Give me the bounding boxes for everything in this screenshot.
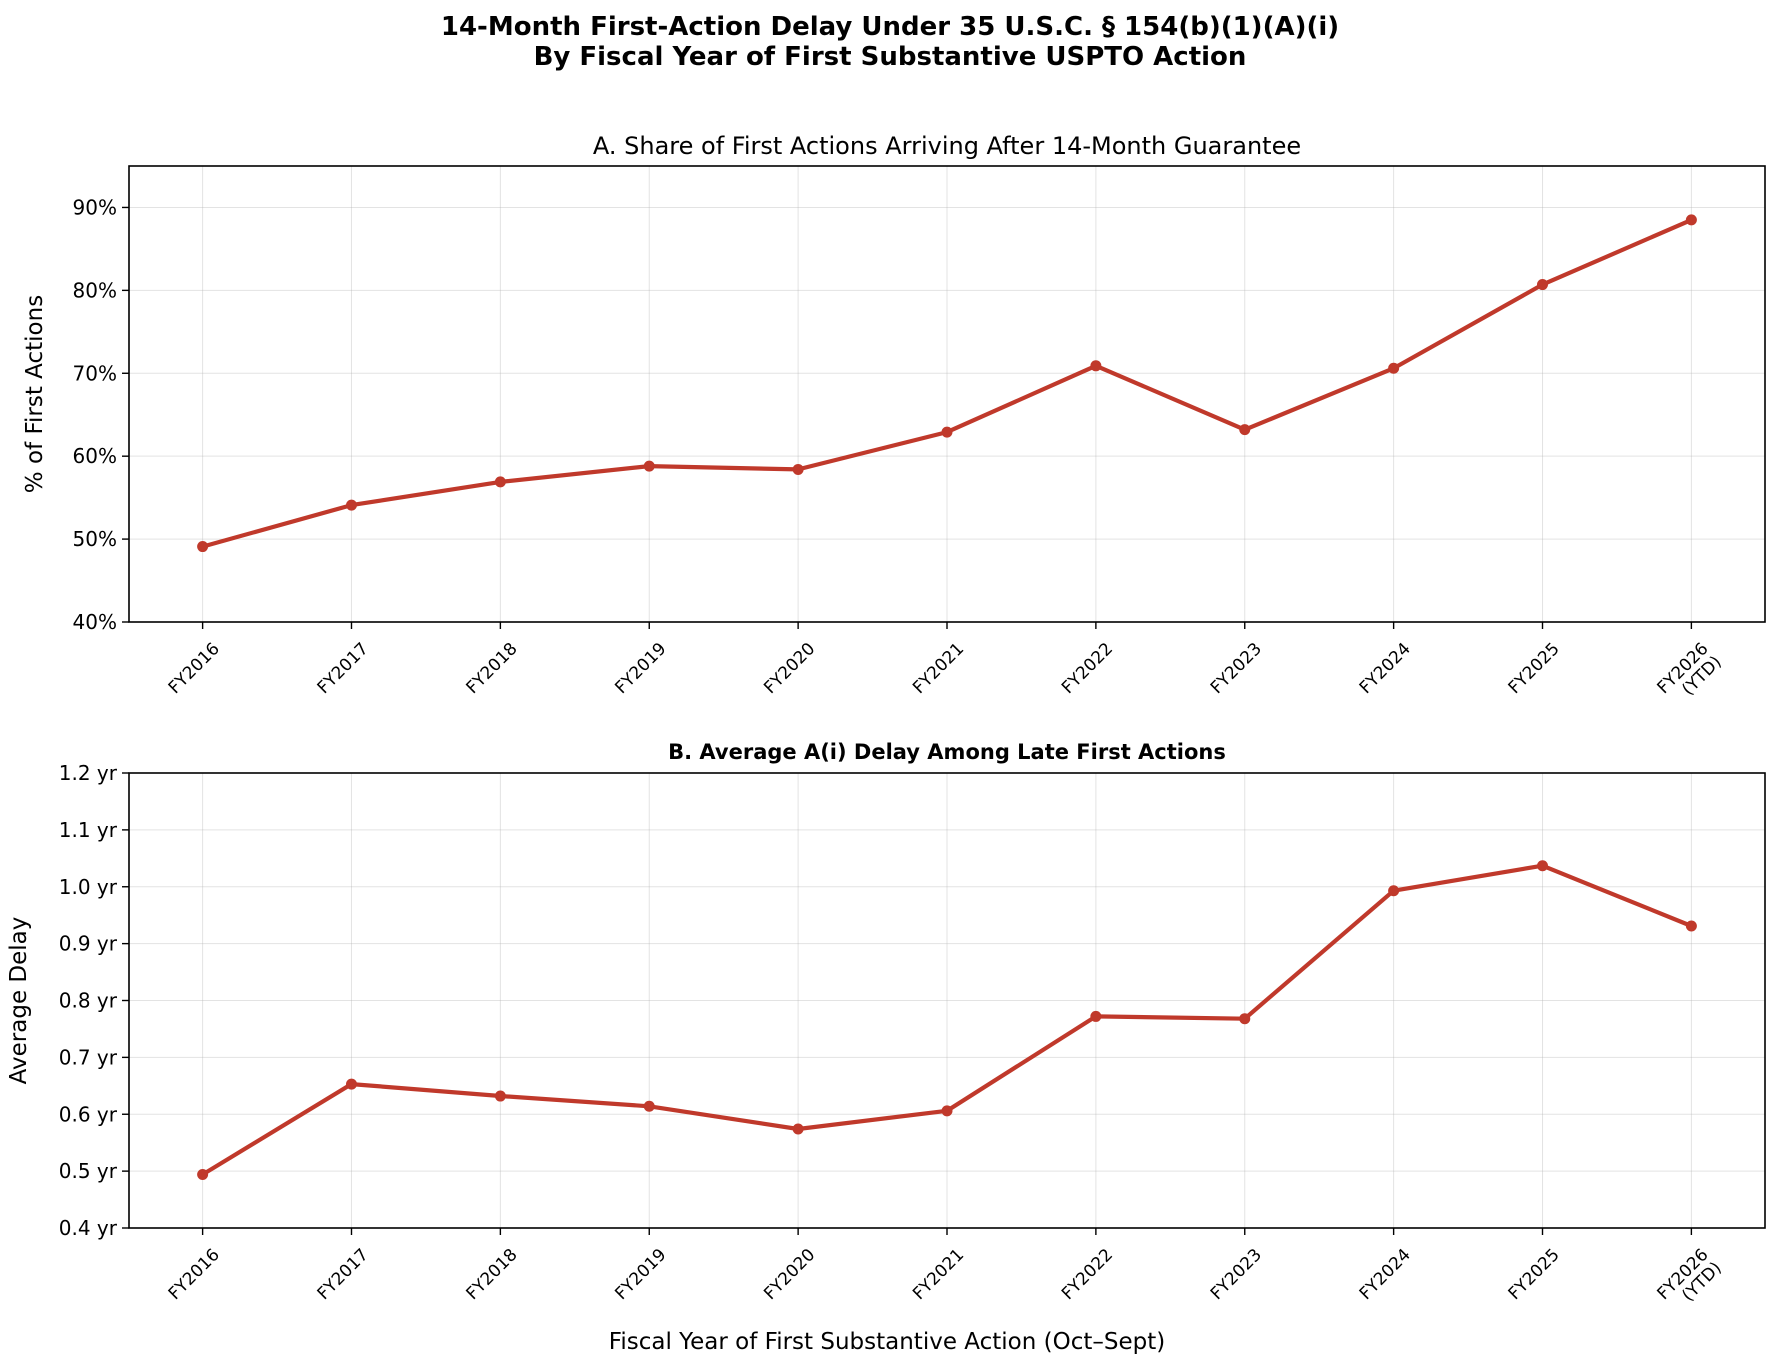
chart-a-ytick-label: 70% (73, 361, 117, 385)
chart-b-ytick-label: 1.0 yr (59, 875, 118, 899)
chart-b-ytick-label: 0.8 yr (59, 989, 118, 1013)
chart-b-point-6 (1090, 1011, 1101, 1022)
chart-a-ytick-label: 60% (73, 444, 117, 468)
chart-b-xtick-label: FY2026(YTD) (1654, 1245, 1726, 1317)
chart-b-ytick-label: 0.7 yr (59, 1045, 118, 1069)
chart-b-xtick-label: FY2016 (165, 1245, 224, 1304)
chart-b-point-7 (1239, 1013, 1250, 1024)
chart-a-xtick-label: FY2024 (1356, 639, 1415, 698)
chart-b-point-10 (1686, 920, 1697, 931)
chart-a-ytick-label: 40% (73, 610, 117, 634)
chart-a-title: A. Share of First Actions Arriving After… (593, 132, 1301, 160)
chart-b-xtick-label: FY2025 (1505, 1245, 1564, 1304)
chart-a-xtick-label: FY2020 (760, 639, 819, 698)
chart-b-ytick-label: 0.6 yr (59, 1102, 118, 1126)
chart-a-xtick-label: FY2021 (909, 639, 968, 698)
chart-b-xtick-label: FY2021 (909, 1245, 968, 1304)
chart-b-group: 0.4 yr 0.5 yr 0.6 yr 0.7 yr 0.8 yr 0.9 yr 1.0 … (6, 740, 1765, 1355)
chart-b-ytick-label: 1.2 yr (59, 761, 118, 785)
chart-a-point-4 (793, 464, 804, 475)
chart-a-ytick-label: 90% (73, 195, 117, 219)
chart-b-xtick-label: FY2020 (760, 1245, 819, 1304)
chart-a-point-5 (942, 427, 953, 438)
chart-a-xtick-label: FY2023 (1207, 639, 1266, 698)
chart-b-xtick-label: FY2023 (1207, 1245, 1266, 1304)
chart-b-point-4 (793, 1124, 804, 1135)
chart-b-point-3 (644, 1101, 655, 1112)
chart-b-point-0 (197, 1169, 208, 1180)
chart-b-point-2 (495, 1091, 506, 1102)
chart-b-xtick-label: FY2024 (1356, 1245, 1415, 1304)
chart-a-xtick-label: FY2018 (463, 639, 522, 698)
chart-a-point-2 (495, 476, 506, 487)
chart-b-xtick-label: FY2019 (611, 1245, 670, 1304)
chart-a-xtick-label: FY2016 (165, 639, 224, 698)
chart-b-ytick-label: 0.9 yr (59, 932, 118, 956)
chart-b-point-5 (942, 1105, 953, 1116)
chart-b-title: B. Average A(i) Delay Among Late First A… (668, 740, 1226, 764)
chart-a-point-0 (197, 541, 208, 552)
chart-a-ytick-label: 50% (73, 527, 117, 551)
chart-a-xtick-label: FY2025 (1505, 639, 1564, 698)
chart-a-xtick-label: FY2017 (314, 639, 373, 698)
chart-a-point-8 (1388, 363, 1399, 374)
chart-b-xlabel: Fiscal Year of First Substantive Action … (609, 1329, 1165, 1355)
chart-a-point-6 (1090, 360, 1101, 371)
chart-a-point-1 (346, 500, 357, 511)
chart-a-ytick-label: 80% (73, 278, 117, 302)
chart-b-point-1 (346, 1079, 357, 1090)
chart-b-point-9 (1537, 860, 1548, 871)
chart-b-ytick-label: 0.5 yr (59, 1159, 118, 1183)
chart-a-point-9 (1537, 279, 1548, 290)
chart-a-group: 40% 50% 60% 70% 80% 90% FY2016 FY2017 FY2018 FY20… (22, 132, 1765, 711)
chart-a-xtick-label: FY2026(YTD) (1654, 639, 1726, 711)
chart-a-xtick-label: FY2019 (611, 639, 670, 698)
chart-b-xtick-label: FY2018 (463, 1245, 522, 1304)
chart-b-point-8 (1388, 885, 1399, 896)
chart-b-ytick-label: 1.1 yr (59, 818, 118, 842)
chart-a-point-10 (1686, 214, 1697, 225)
chart-a-point-7 (1239, 424, 1250, 435)
chart-b-ytick-label: 0.4 yr (59, 1216, 118, 1240)
chart-b-xtick-label: FY2022 (1058, 1245, 1117, 1304)
chart-a-ylabel: % of First Actions (22, 295, 48, 493)
chart-b-xtick-label: FY2017 (314, 1245, 373, 1304)
chart-a-xtick-label: FY2022 (1058, 639, 1117, 698)
chart-b-ylabel: Average Delay (6, 917, 32, 1085)
chart-a-point-3 (644, 461, 655, 472)
